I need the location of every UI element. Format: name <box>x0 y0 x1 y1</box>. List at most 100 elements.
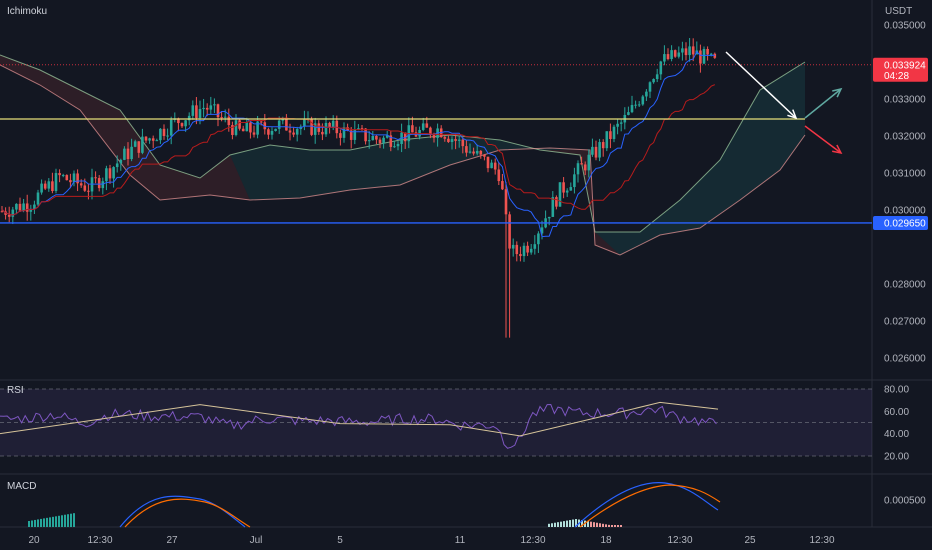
time-tick-label: 5 <box>337 535 343 546</box>
candle-body <box>155 140 159 142</box>
candle-body <box>130 146 133 160</box>
candle-body <box>558 182 562 207</box>
candle-body <box>223 116 227 118</box>
macd-line <box>119 495 246 528</box>
candle-body <box>645 91 648 97</box>
candle-body <box>123 148 126 160</box>
candle-body <box>198 109 202 118</box>
candle-body <box>565 190 569 193</box>
candle-body <box>497 169 501 182</box>
candle-body <box>310 118 313 135</box>
candle-body <box>670 50 673 60</box>
macd-bar <box>617 525 619 527</box>
candle-body <box>375 135 378 140</box>
candle-body <box>573 174 576 188</box>
candle-body <box>709 53 713 55</box>
candle-body <box>303 119 306 127</box>
support-price-tag <box>873 215 928 230</box>
candle-body <box>627 112 630 115</box>
candle-body <box>619 122 623 124</box>
candle-body <box>630 105 634 113</box>
candle-body <box>15 203 18 210</box>
candle-body <box>148 138 151 141</box>
candle-body <box>396 143 400 147</box>
candle-body <box>583 164 587 171</box>
candle-body <box>673 50 677 57</box>
macd-bar <box>52 516 54 527</box>
candle-body <box>328 122 331 127</box>
candle-body <box>36 192 40 205</box>
time-tick-label: 12:30 <box>87 535 112 546</box>
candle-body <box>184 120 187 127</box>
ichimoku-cloud-bullish <box>230 135 590 200</box>
macd-bar <box>611 525 613 527</box>
price-tick-label: 0.035000 <box>884 21 926 32</box>
candle-body <box>519 254 522 257</box>
candle-body <box>432 135 436 138</box>
candle-body <box>371 135 375 141</box>
macd-bar <box>563 521 565 527</box>
candle-body <box>25 203 29 212</box>
candle-body <box>61 175 65 177</box>
candle-body <box>515 244 519 255</box>
candle-body <box>245 122 249 132</box>
candle-body <box>166 135 169 137</box>
candle-body <box>587 154 591 171</box>
candle-body <box>252 132 256 135</box>
price-tick-label: 0.032000 <box>884 132 926 143</box>
rsi-tick-label: 40.00 <box>884 429 909 440</box>
price-tick-label: 0.027000 <box>884 317 926 328</box>
candle-body <box>465 146 468 153</box>
candle-body <box>486 156 490 169</box>
candle-body <box>313 123 317 135</box>
candle-body <box>187 115 191 121</box>
candle-body <box>33 204 36 209</box>
candle-body <box>663 54 666 62</box>
candle-body <box>101 181 105 189</box>
candle-body <box>612 126 616 139</box>
ichimoku-label[interactable]: Ichimoku <box>7 6 48 17</box>
macd-label[interactable]: MACD <box>7 481 37 492</box>
macd-bar <box>70 513 72 527</box>
candle-body <box>378 139 382 144</box>
time-tick-label: Jul <box>250 535 263 546</box>
rsi-signal-line <box>0 401 719 437</box>
candle-body <box>51 181 54 192</box>
candle-body <box>267 129 270 135</box>
candle-body <box>479 150 483 155</box>
candle-body <box>0 211 4 213</box>
candle-body <box>22 203 25 211</box>
candle-body <box>655 74 659 80</box>
candle-body <box>195 105 198 118</box>
candle-body <box>65 175 69 181</box>
macd-bar <box>551 523 553 527</box>
candle-body <box>137 141 141 153</box>
candle-body <box>447 138 450 142</box>
candle-body <box>421 123 425 130</box>
candle-body <box>342 127 346 138</box>
last-price-label: 0.033924 <box>884 60 926 71</box>
candle-body <box>126 148 130 160</box>
macd-bar <box>581 520 583 527</box>
rsi-label[interactable]: RSI <box>7 385 24 396</box>
candle-body <box>562 182 565 193</box>
candle-body <box>249 122 252 133</box>
candle-body <box>292 132 295 135</box>
candle-body <box>83 185 87 191</box>
candle-body <box>443 137 447 139</box>
time-tick-label: 12:30 <box>667 535 692 546</box>
projection-arrow-up <box>804 88 842 119</box>
candle-body <box>69 180 72 183</box>
candle-body <box>191 105 195 116</box>
macd-bar <box>602 523 604 527</box>
candle-body <box>454 139 457 141</box>
last-price-tag <box>873 57 928 82</box>
candle-body <box>58 173 61 176</box>
rsi-tick-label: 20.00 <box>884 452 909 463</box>
projection-arrow-drop <box>804 125 842 154</box>
candle-body <box>169 119 173 136</box>
macd-bar <box>557 522 559 527</box>
price-tick-label: 0.026000 <box>884 354 926 365</box>
macd-bar <box>566 520 568 527</box>
